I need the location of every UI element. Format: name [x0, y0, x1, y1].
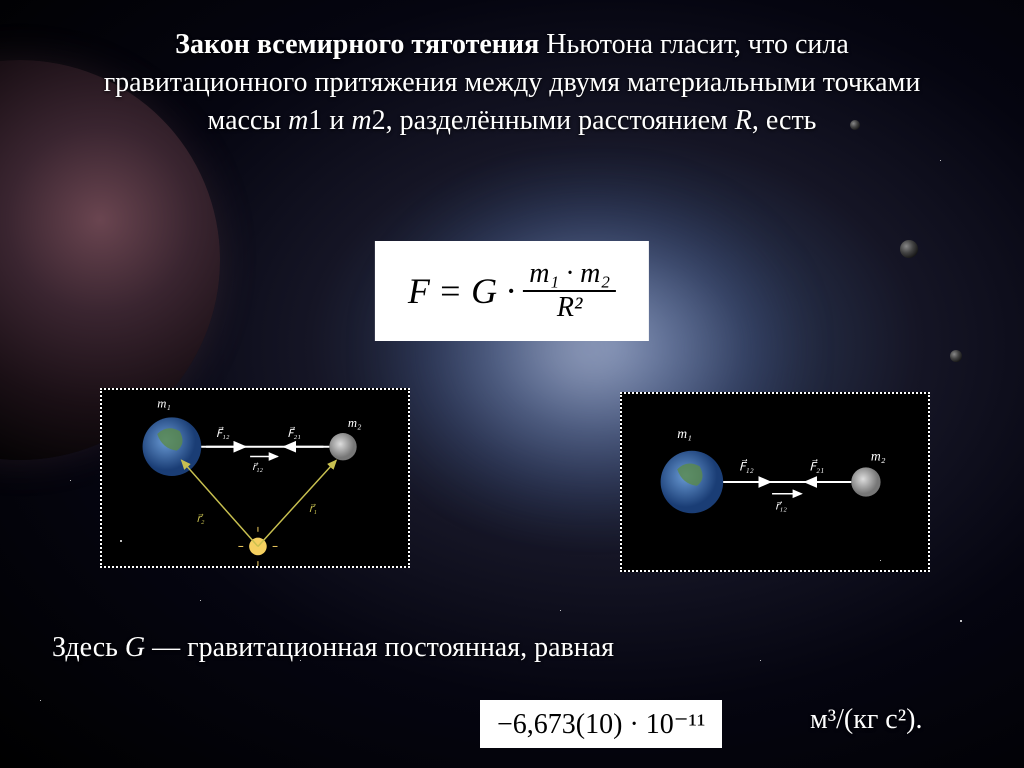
- distant-planet: [900, 240, 918, 258]
- star: [70, 480, 71, 481]
- diagram-simple: m₁ m₂ F⃗₁₂ F⃗₂₁ r⃗₁₂: [620, 392, 930, 572]
- star: [940, 160, 941, 161]
- label-r12-b: r⃗₁₂: [775, 500, 787, 512]
- label-m1: m₁: [157, 397, 171, 411]
- star: [640, 40, 641, 41]
- label-m2: m₂: [348, 416, 362, 430]
- label-F21-b: F⃗₂₁: [809, 459, 824, 473]
- star: [560, 610, 561, 611]
- law-title: Закон всемирного тяготения: [175, 29, 539, 60]
- formula-eq: = G ·: [438, 270, 515, 312]
- formula-lhs: F: [408, 270, 430, 312]
- label-F21: F⃗₂₁: [287, 426, 301, 440]
- star: [200, 600, 201, 601]
- star: [860, 80, 862, 82]
- label-r2: r⃗₂: [196, 513, 204, 525]
- star: [760, 660, 761, 661]
- star: [120, 540, 122, 542]
- g-constant-value: −6,673(10) · 10⁻¹¹: [480, 700, 722, 748]
- star: [960, 620, 962, 622]
- label-F12: F⃗₁₂: [216, 426, 230, 440]
- label-r1: r⃗₁: [309, 503, 317, 515]
- distant-planet: [950, 350, 962, 362]
- label-m2-b: m₂: [871, 448, 886, 463]
- gravitation-formula: F = G · m₁ · m₂ R²: [379, 245, 645, 337]
- star: [880, 560, 881, 561]
- star: [300, 660, 301, 661]
- law-statement: Закон всемирного тяготения Ньютона гласи…: [72, 26, 952, 139]
- star: [40, 700, 41, 701]
- label-F12-b: F⃗₁₂: [739, 459, 754, 473]
- formula-denominator: R²: [557, 292, 583, 322]
- formula-numerator: m₁ · m₂: [523, 260, 616, 292]
- formula-fraction: m₁ · m₂ R²: [523, 260, 616, 322]
- g-constant-statement: Здесь G — гравитационная постоянная, рав…: [52, 632, 872, 664]
- diagram-with-origin: m₁ m₂ F⃗₁₂ F⃗₂₁ r⃗₁₂ r⃗₂ r⃗₁: [100, 388, 410, 568]
- g-constant-units: м³/(кг с²).: [810, 704, 922, 736]
- label-r12: r⃗₁₂: [252, 462, 263, 473]
- label-m1-b: m₁: [677, 426, 692, 441]
